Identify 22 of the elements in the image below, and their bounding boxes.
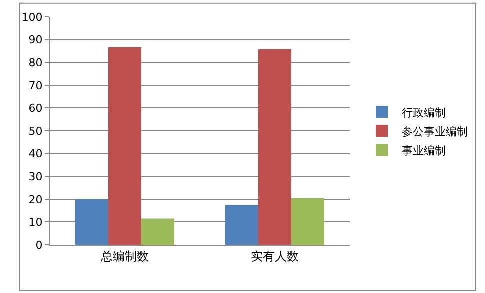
y-tick-label: 60 xyxy=(28,102,43,116)
y-tick-label: 50 xyxy=(28,124,43,138)
y-tick-label: 40 xyxy=(28,148,43,161)
y-tick-label: 20 xyxy=(28,193,43,206)
y-tick-label: 80 xyxy=(28,56,43,70)
y-tick-label: 70 xyxy=(28,79,43,92)
bar xyxy=(258,49,292,245)
x-tick-label: 实有人数 xyxy=(251,249,299,264)
bar xyxy=(108,47,142,245)
x-tick-label: 总编制数 xyxy=(100,249,149,264)
y-tick-label: 30 xyxy=(28,170,43,184)
legend-label: 参公事业编制 xyxy=(402,125,468,138)
bar xyxy=(142,218,174,245)
bar xyxy=(76,199,108,245)
y-tick-label: 100 xyxy=(22,10,43,24)
y-tick-label: 10 xyxy=(28,216,43,230)
bar xyxy=(226,205,258,245)
y-tick-label: 0 xyxy=(36,238,43,252)
y-tick-label: 90 xyxy=(28,34,43,47)
legend-label: 行政编制 xyxy=(402,106,446,120)
bar xyxy=(292,198,324,245)
legend-label: 事业编制 xyxy=(402,144,446,158)
